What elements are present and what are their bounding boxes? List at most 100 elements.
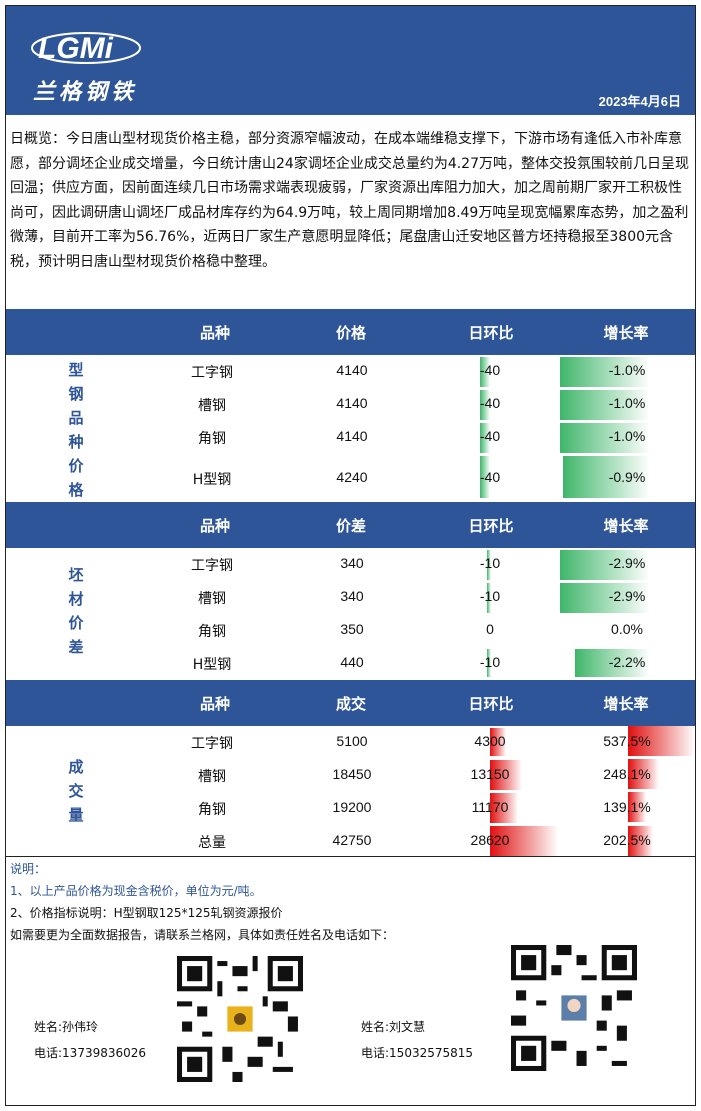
section3-side-label: 成交量 — [6, 755, 146, 830]
table-cell: 350 — [340, 621, 364, 637]
col-header: 日环比 — [468, 517, 514, 535]
table-cell: 139.1% — [603, 799, 651, 815]
qr-code-icon — [177, 955, 303, 1083]
col-header: 增长率 — [603, 324, 649, 342]
report-frame — [5, 5, 696, 1106]
table-cell: -40 — [479, 395, 501, 411]
rate-bar — [628, 726, 695, 756]
lgmi-logo-icon: LGMi — [31, 32, 141, 65]
table-cell: -2.9% — [608, 555, 646, 571]
change-bar — [487, 550, 491, 580]
table-cell: -10 — [479, 555, 501, 571]
table-cell: -10 — [479, 588, 501, 604]
change-bar — [480, 423, 490, 453]
table-cell: H型钢 — [192, 657, 232, 673]
table-cell: -2.2% — [608, 654, 646, 670]
change-bar — [487, 649, 491, 677]
col-header: 品种 — [199, 517, 230, 535]
contact-card: 姓名:刘文慧 电话:15032575815 — [361, 1014, 473, 1066]
table-cell: 28620 — [470, 832, 510, 848]
rate-bar — [560, 550, 650, 580]
section1-side-label: 型钢品 种价格 — [6, 356, 146, 500]
change-bar — [490, 793, 518, 823]
table-cell: -10 — [479, 654, 501, 670]
daily-summary: 日概览：今日唐山型材现货价格主稳，部分资源窄幅波动，在成本端维稳支撑下，下游市场… — [10, 131, 689, 270]
table-cell: 4240 — [336, 469, 368, 485]
notes: 说明： 1、以上产品价格为现金含税价，单位为元/吨。 2、价格指标说明：H型钢取… — [10, 858, 394, 946]
table-cell: -40 — [479, 428, 501, 444]
col-header: 日环比 — [468, 324, 514, 342]
table-cell: 4140 — [336, 362, 368, 378]
col-header: 日环比 — [468, 695, 514, 713]
table-cell: 槽钢 — [198, 398, 226, 414]
change-bar — [490, 728, 506, 756]
table-cell: 5100 — [336, 733, 368, 749]
col-header: 品种 — [199, 695, 230, 713]
table-cell: 角钢 — [198, 431, 226, 447]
table-cell: 4300 — [474, 733, 506, 749]
rate-bar — [628, 826, 653, 856]
rate-bar — [628, 759, 659, 789]
rate-bar — [575, 649, 650, 677]
rate-bar — [560, 357, 650, 387]
change-bar — [490, 760, 522, 790]
rate-bar — [560, 423, 650, 453]
report-date: 2023年4月6日 — [598, 94, 681, 109]
notes-line: 1、以上产品价格为现金含税价，单位为元/吨。 — [10, 884, 262, 898]
col-header: 增长率 — [603, 695, 649, 713]
table-cell: -40 — [479, 362, 501, 378]
notes-line: 如需要更为全面数据报告，请联系兰格网，具体如责任姓名及电话如下： — [10, 928, 395, 942]
table-cell: -1.0% — [608, 428, 646, 444]
table-cell: 42750 — [332, 832, 372, 848]
contact-card: 姓名:孙伟玲 电话:13739836026 — [34, 1014, 146, 1066]
table-cell: 0.0% — [611, 621, 643, 637]
divider — [6, 856, 695, 857]
table-cell: 工字钢 — [191, 558, 233, 574]
table-cell: -1.0% — [608, 395, 646, 411]
change-bar — [487, 583, 491, 613]
section2-header: 品种 价差 日环比 增长率 — [6, 502, 695, 548]
contact-name: 姓名:孙伟玲 — [34, 1020, 99, 1034]
table-cell: 340 — [340, 588, 364, 604]
col-header: 品种 — [199, 324, 230, 342]
table-cell: 18450 — [332, 766, 372, 782]
table-cell: 537.5% — [603, 733, 651, 749]
table-cell: 总量 — [198, 835, 226, 851]
section2-side-label: 坯材价差 — [6, 563, 146, 663]
contact-phone: 电话:15032575815 — [361, 1046, 474, 1060]
rate-bar — [563, 456, 650, 498]
table-cell: 440 — [340, 654, 364, 670]
table-cell: 4140 — [336, 395, 368, 411]
notes-title: 说明： — [10, 862, 47, 876]
contact-name: 姓名:刘文慧 — [361, 1020, 426, 1034]
col-header: 价差 — [335, 517, 366, 535]
svg-text:LGMi: LGMi — [38, 32, 114, 65]
table-cell: H型钢 — [192, 472, 232, 488]
table-cell: 13150 — [470, 766, 510, 782]
rate-bar — [560, 583, 650, 613]
change-bar — [480, 456, 490, 498]
rate-bar — [560, 390, 650, 420]
notes-line: 2、价格指标说明：H型钢取125*125轧钢资源报价 — [10, 906, 283, 920]
brand-name: 兰格钢铁 — [33, 79, 138, 105]
table-cell: 角钢 — [198, 624, 226, 640]
table-cell: 4140 — [336, 428, 368, 444]
col-header: 成交 — [335, 695, 366, 713]
table-cell: 角钢 — [198, 802, 226, 818]
table-cell: 槽钢 — [198, 591, 226, 607]
contact-phone: 电话:13739836026 — [34, 1046, 147, 1060]
col-header: 增长率 — [603, 517, 649, 535]
table-cell: 工字钢 — [191, 365, 233, 381]
table-cell: 248.1% — [603, 766, 651, 782]
table-cell: -40 — [479, 469, 501, 485]
table-cell: 19200 — [332, 799, 372, 815]
table-cell: -0.9% — [608, 469, 646, 485]
qr-code-icon — [511, 944, 637, 1072]
section1-header: 品种 价格 日环比 增长率 — [6, 309, 695, 355]
rate-bar — [628, 792, 646, 822]
table-cell: 槽钢 — [198, 769, 226, 785]
table-cell: 202.5% — [603, 832, 651, 848]
change-bar — [480, 357, 490, 387]
table-cell: 11170 — [471, 799, 509, 815]
col-header: 价格 — [335, 324, 366, 342]
